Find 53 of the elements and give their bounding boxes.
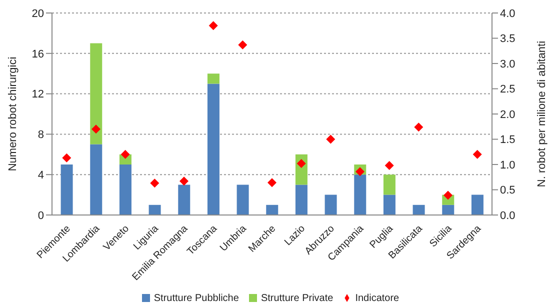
- point: [296, 158, 306, 168]
- y2-tick-label: 0.5: [500, 184, 516, 197]
- y-tick-label: 20: [32, 8, 44, 20]
- y2-axis-title: N. robot per milione di abitanti: [536, 40, 548, 188]
- point: [268, 178, 276, 188]
- point: [444, 190, 452, 200]
- point: [384, 161, 394, 170]
- point: [238, 40, 248, 50]
- point: [472, 150, 482, 159]
- y-tick-label: 4: [38, 170, 44, 182]
- point: [150, 178, 160, 188]
- y2-tick-label: 1.0: [500, 159, 516, 172]
- bar: [236, 184, 249, 215]
- bar: [60, 164, 73, 215]
- y2-tick-label: 0.0: [500, 210, 516, 222]
- y-tick-label: 16: [32, 48, 44, 60]
- y2-tick-label: 2.0: [500, 108, 516, 121]
- bar: [90, 43, 102, 144]
- bar: [412, 204, 425, 215]
- y2-tick-label: 3.5: [500, 33, 516, 46]
- point: [356, 167, 364, 176]
- y2-tick-label: 1.5: [500, 134, 516, 146]
- y-tick-label: 12: [32, 88, 44, 101]
- legend-label: Strutture Private: [260, 293, 334, 304]
- point: [180, 176, 188, 186]
- point: [62, 153, 72, 162]
- bar: [354, 174, 366, 215]
- bar: [266, 204, 278, 215]
- bar: [295, 184, 308, 215]
- y-tick-label: 0: [38, 210, 44, 222]
- bar: [471, 194, 484, 215]
- bar: [90, 144, 102, 215]
- point: [120, 150, 130, 159]
- point: [414, 122, 424, 132]
- bar: [383, 194, 396, 215]
- y-tick-label: 8: [38, 129, 44, 142]
- bar: [148, 204, 161, 215]
- legend-label: Indicatore: [355, 293, 400, 304]
- bar: [383, 174, 396, 195]
- bar: [119, 164, 132, 215]
- y2-tick-label: 4.0: [500, 8, 516, 20]
- point: [92, 124, 100, 134]
- legend-label: Strutture Pubbliche: [154, 293, 239, 304]
- point: [326, 134, 336, 144]
- bar: [207, 84, 220, 215]
- bar: [207, 74, 220, 84]
- bar: [442, 204, 454, 215]
- point: [208, 21, 218, 30]
- bar: [324, 194, 337, 215]
- y2-tick-label: 3.0: [500, 58, 516, 70]
- y-axis-title: Numero robot chirurgici: [6, 56, 19, 172]
- y2-tick-label: 2.5: [500, 84, 516, 96]
- bar: [178, 184, 190, 215]
